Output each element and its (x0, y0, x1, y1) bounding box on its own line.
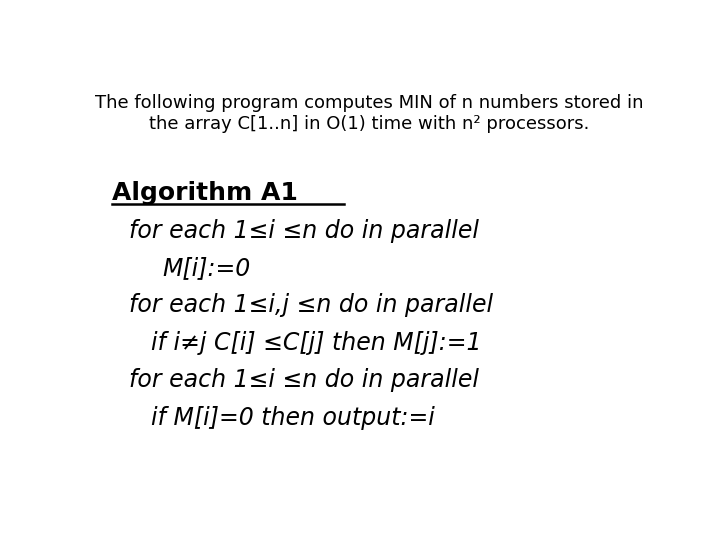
Text: M[i]:=0: M[i]:=0 (163, 256, 251, 280)
Text: the array C[1..n] in O(1) time with n² processors.: the array C[1..n] in O(1) time with n² p… (149, 114, 589, 133)
Text: for each 1≤i ≤n do in parallel: for each 1≤i ≤n do in parallel (129, 219, 479, 242)
Text: if M[i]=0 then output:=i: if M[i]=0 then output:=i (151, 406, 436, 430)
Text: for each 1≤i ≤n do in parallel: for each 1≤i ≤n do in parallel (129, 368, 479, 393)
Text: Algorithm A1: Algorithm A1 (112, 181, 298, 205)
Text: for each 1≤i,j ≤n do in parallel: for each 1≤i,j ≤n do in parallel (129, 293, 493, 318)
Text: The following program computes MIN of n numbers stored in: The following program computes MIN of n … (95, 94, 643, 112)
Text: if i≠j C[i] ≤C[j] then M[j]:=1: if i≠j C[i] ≤C[j] then M[j]:=1 (151, 331, 482, 355)
